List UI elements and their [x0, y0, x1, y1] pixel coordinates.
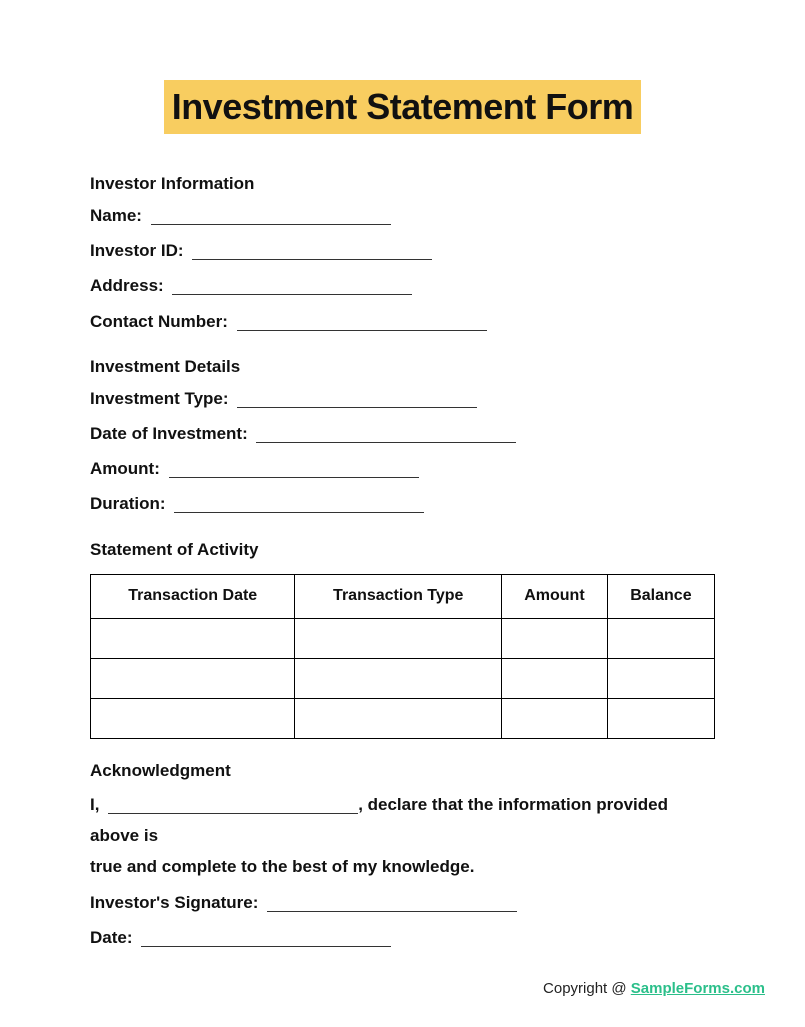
investment-date-label: Date of Investment: — [90, 424, 248, 443]
table-cell[interactable] — [502, 658, 608, 698]
investor-info-heading: Investor Information — [90, 174, 715, 194]
table-cell[interactable] — [607, 618, 714, 658]
table-cell[interactable] — [295, 618, 502, 658]
contact-label: Contact Number: — [90, 312, 228, 331]
signature-blank[interactable] — [267, 895, 517, 912]
col-transaction-date: Transaction Date — [91, 574, 295, 618]
activity-table: Transaction Date Transaction Type Amount… — [90, 574, 715, 739]
acknowledgment-text: I, , declare that the information provid… — [90, 789, 715, 883]
address-blank[interactable] — [172, 278, 412, 295]
contact-field: Contact Number: — [90, 308, 715, 335]
footer: Copyright @ SampleForms.com — [543, 980, 765, 997]
contact-blank[interactable] — [237, 314, 487, 331]
table-cell[interactable] — [295, 698, 502, 738]
table-header-row: Transaction Date Transaction Type Amount… — [91, 574, 715, 618]
ack-suffix2: true and complete to the best of my know… — [90, 857, 474, 876]
table-cell[interactable] — [502, 618, 608, 658]
signature-field: Investor's Signature: — [90, 889, 715, 916]
investment-type-blank[interactable] — [237, 391, 477, 408]
investment-details-heading: Investment Details — [90, 357, 715, 377]
ack-date-field: Date: — [90, 924, 715, 951]
ack-date-blank[interactable] — [141, 930, 391, 947]
investment-date-field: Date of Investment: — [90, 420, 715, 447]
name-blank[interactable] — [151, 208, 391, 225]
investment-date-blank[interactable] — [256, 426, 516, 443]
ack-prefix: I, — [90, 795, 99, 814]
table-cell[interactable] — [607, 698, 714, 738]
copyright-text: Copyright @ — [543, 980, 631, 997]
col-balance: Balance — [607, 574, 714, 618]
table-cell[interactable] — [91, 618, 295, 658]
col-transaction-type: Transaction Type — [295, 574, 502, 618]
footer-link[interactable]: SampleForms.com — [631, 980, 765, 997]
investor-id-blank[interactable] — [192, 243, 432, 260]
form-page: Investment Statement Form Investor Infor… — [0, 0, 805, 951]
name-label: Name: — [90, 206, 142, 225]
name-field: Name: — [90, 202, 715, 229]
col-amount: Amount — [502, 574, 608, 618]
signature-label: Investor's Signature: — [90, 893, 258, 912]
investment-type-label: Investment Type: — [90, 389, 229, 408]
ack-date-label: Date: — [90, 928, 133, 947]
investor-id-field: Investor ID: — [90, 237, 715, 264]
activity-table-body — [91, 618, 715, 738]
table-cell[interactable] — [502, 698, 608, 738]
ack-name-blank[interactable] — [108, 797, 358, 814]
duration-blank[interactable] — [174, 496, 424, 513]
investor-id-label: Investor ID: — [90, 241, 184, 260]
acknowledgment-heading: Acknowledgment — [90, 761, 715, 781]
form-title: Investment Statement Form — [164, 80, 642, 134]
table-cell[interactable] — [295, 658, 502, 698]
amount-blank[interactable] — [169, 461, 419, 478]
amount-field: Amount: — [90, 455, 715, 482]
table-row — [91, 698, 715, 738]
duration-field: Duration: — [90, 490, 715, 517]
address-field: Address: — [90, 272, 715, 299]
table-cell[interactable] — [607, 658, 714, 698]
title-wrap: Investment Statement Form — [90, 80, 715, 134]
activity-heading: Statement of Activity — [90, 540, 715, 560]
amount-label: Amount: — [90, 459, 160, 478]
table-row — [91, 618, 715, 658]
address-label: Address: — [90, 276, 164, 295]
table-cell[interactable] — [91, 698, 295, 738]
table-cell[interactable] — [91, 658, 295, 698]
duration-label: Duration: — [90, 494, 166, 513]
table-row — [91, 658, 715, 698]
investment-type-field: Investment Type: — [90, 385, 715, 412]
